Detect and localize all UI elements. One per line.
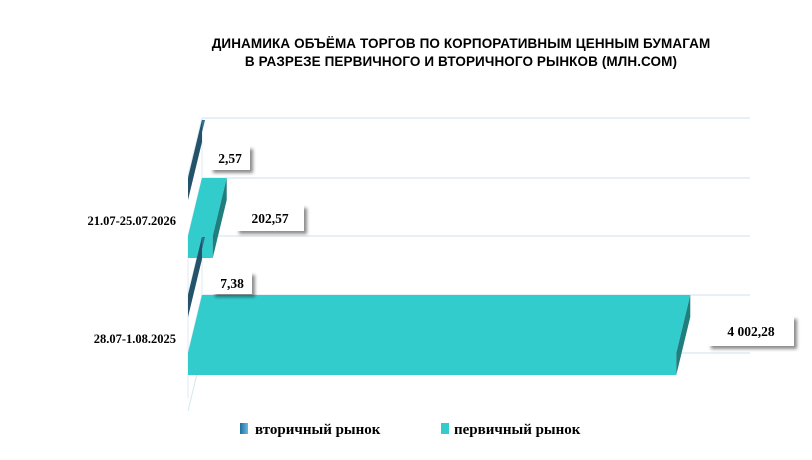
data-label-box — [210, 146, 250, 170]
chart-title-line-1: ДИНАМИКА ОБЪЁМА ТОРГОВ ПО КОРПОРАТИВНЫМ … — [211, 36, 711, 51]
category-label: 21.07-25.07.2026 — [87, 214, 176, 228]
data-label-primary: 202,57 — [236, 205, 304, 231]
secondary-bar-side — [188, 237, 202, 317]
legend: вторичный рынок первичный рынок — [240, 422, 581, 438]
data-label-secondary: 2,57 — [210, 146, 250, 170]
secondary-bar-side — [188, 120, 202, 200]
data-label-primary: 4 002,28 — [708, 316, 794, 346]
primary-bar-side — [676, 295, 691, 375]
data-label-text: 7,38 — [220, 276, 244, 291]
legend-label-primary: первичный рынок — [454, 422, 581, 438]
primary-bar — [188, 295, 691, 353]
data-label-secondary: 7,38 — [212, 272, 252, 294]
chart-title-line-2: В РАЗРЕЗЕ ПЕРВИЧНОГО И ВТОРИЧНОГО РЫНКОВ… — [244, 54, 678, 69]
data-label-box — [236, 205, 304, 231]
legend-label-secondary: вторичный рынок — [255, 422, 381, 438]
data-label-text: 4 002,28 — [727, 324, 775, 339]
category-label: 28.07-1.08.2025 — [94, 332, 176, 346]
legend-swatch-primary — [441, 423, 449, 434]
primary-bar — [188, 178, 227, 236]
primary-bar-side — [212, 178, 227, 258]
primary-bar-front — [188, 353, 677, 375]
data-label-box — [212, 272, 252, 294]
data-label-box — [708, 316, 794, 346]
data-label-text: 202,57 — [251, 211, 288, 226]
data-label-text: 2,57 — [218, 151, 242, 166]
gridline — [187, 117, 203, 177]
legend-swatch-secondary — [240, 423, 248, 434]
